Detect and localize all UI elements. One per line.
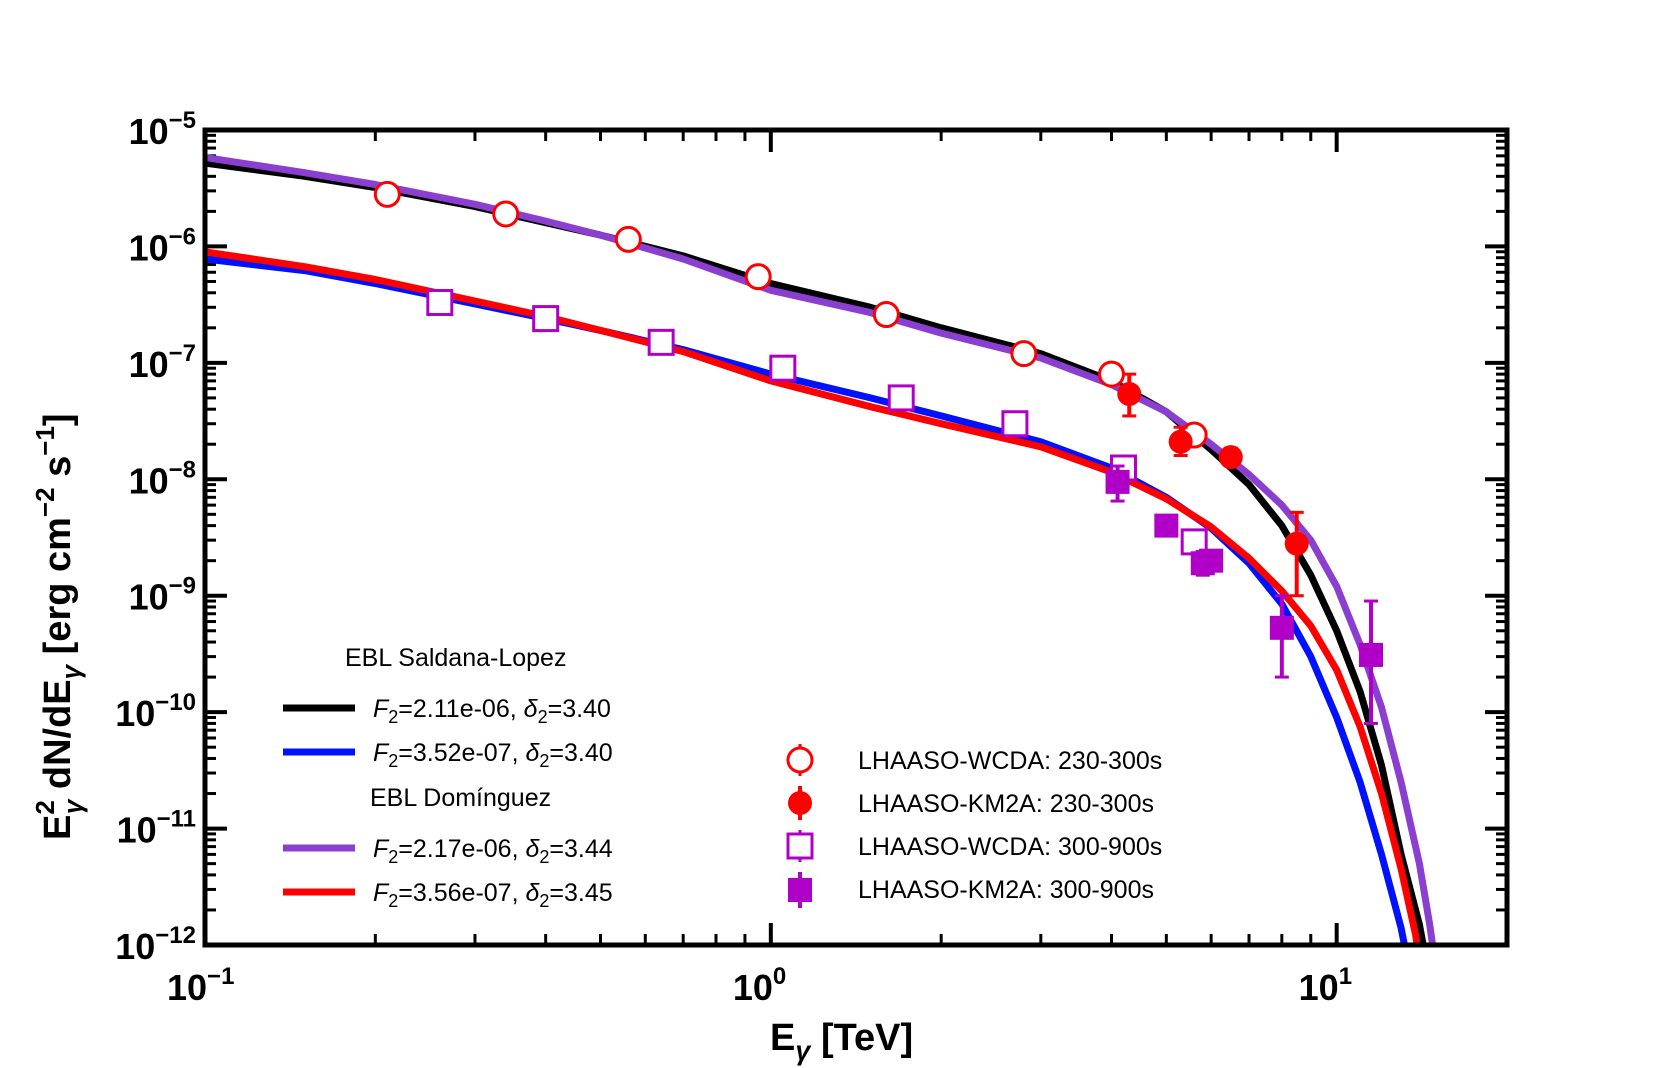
x-tick-label: 101: [1299, 963, 1352, 1008]
data-point-wcda-230: [1097, 360, 1125, 388]
y-tick-label: 10−9: [129, 573, 196, 618]
legend-label-km2a-230: LHAASO-KM2A: 230-300s: [858, 790, 1154, 818]
y-tick-label: 10−10: [115, 689, 196, 734]
legend-marker-wcda-230: [786, 744, 814, 776]
data-point-wcda-230: [1010, 340, 1038, 368]
y-tick-label: 10−5: [129, 107, 196, 152]
legend-group2-title: EBL Domínguez: [370, 784, 551, 812]
legend-marker-km2a-300: [788, 872, 812, 908]
data-point-wcda-230: [744, 263, 772, 291]
y-tick-label: 10−6: [129, 223, 196, 268]
x-tick-labels: 10−1 100 101: [167, 963, 1352, 1008]
legend-label-wcda-230: LHAASO-WCDA: 230-300s: [858, 747, 1162, 775]
data-point-km2a-300: [1154, 513, 1179, 538]
data-point-km2a-230: [1168, 425, 1193, 458]
legend-models: EBL Saldana-Lopez F2=2.11e-06, δ2=3.40 F…: [283, 644, 613, 911]
legend-data: LHAASO-WCDA: 230-300s LHAASO-KM2A: 230-3…: [786, 744, 1162, 908]
data-point-km2a-300: [1269, 594, 1294, 679]
data-point-wcda-300: [887, 384, 915, 412]
x-tick-label: 100: [733, 963, 786, 1008]
data-point-wcda-300: [532, 305, 560, 333]
legend-label-black: F2=2.11e-06, δ2=3.40: [373, 695, 611, 727]
y-tick-label: 10−12: [115, 922, 196, 967]
y-tick-labels: 10−5 10−6 10−7 10−8 10−9 10−10 10−11 10−12: [115, 107, 196, 967]
data-point-km2a-230: [1117, 372, 1142, 418]
x-tick-label: 10−1: [167, 963, 234, 1008]
data-point-wcda-300: [769, 354, 797, 382]
data-point-wcda-230: [492, 200, 520, 228]
legend-group1-title: EBL Saldana-Lopez: [345, 644, 566, 672]
data-point-wcda-300: [1001, 410, 1029, 438]
data-point-km2a-300: [1105, 464, 1130, 503]
data-points: [373, 180, 1384, 725]
data-point-wcda-230: [614, 225, 642, 253]
data-point-km2a-300: [1199, 548, 1224, 573]
data-point-wcda-300: [426, 288, 454, 316]
data-point-km2a-300: [1359, 599, 1384, 725]
y-axis-title: E2γ dN/dEγ [erg cm−2 s−1]: [30, 413, 88, 840]
data-point-wcda-230: [872, 301, 900, 329]
legend-label-purple: F2=2.17e-06, δ2=3.44: [373, 835, 613, 867]
x-axis-title: Eγ [TeV]: [770, 1017, 913, 1066]
y-tick-label: 10−11: [117, 806, 196, 851]
data-point-wcda-230: [373, 180, 401, 208]
legend-label-red: F2=3.56e-07, δ2=3.45: [373, 879, 613, 911]
legend-marker-wcda-300: [786, 830, 814, 862]
plot-frame: [202, 127, 1510, 948]
data-point-km2a-230: [1284, 510, 1309, 598]
svg-text:E2γ dN/dEγ [erg cm−2 s−1]: E2γ dN/dEγ [erg cm−2 s−1]: [30, 413, 88, 840]
legend-marker-km2a-230: [788, 786, 812, 820]
data-point-wcda-300: [647, 328, 675, 356]
data-point-km2a-230: [1218, 445, 1243, 470]
legend-label-blue: F2=3.52e-07, δ2=3.40: [373, 739, 613, 771]
legend-label-km2a-300: LHAASO-KM2A: 300-900s: [858, 876, 1154, 904]
legend-label-wcda-300: LHAASO-WCDA: 300-900s: [858, 833, 1162, 861]
y-tick-label: 10−7: [129, 340, 196, 385]
y-tick-label: 10−8: [129, 456, 196, 501]
